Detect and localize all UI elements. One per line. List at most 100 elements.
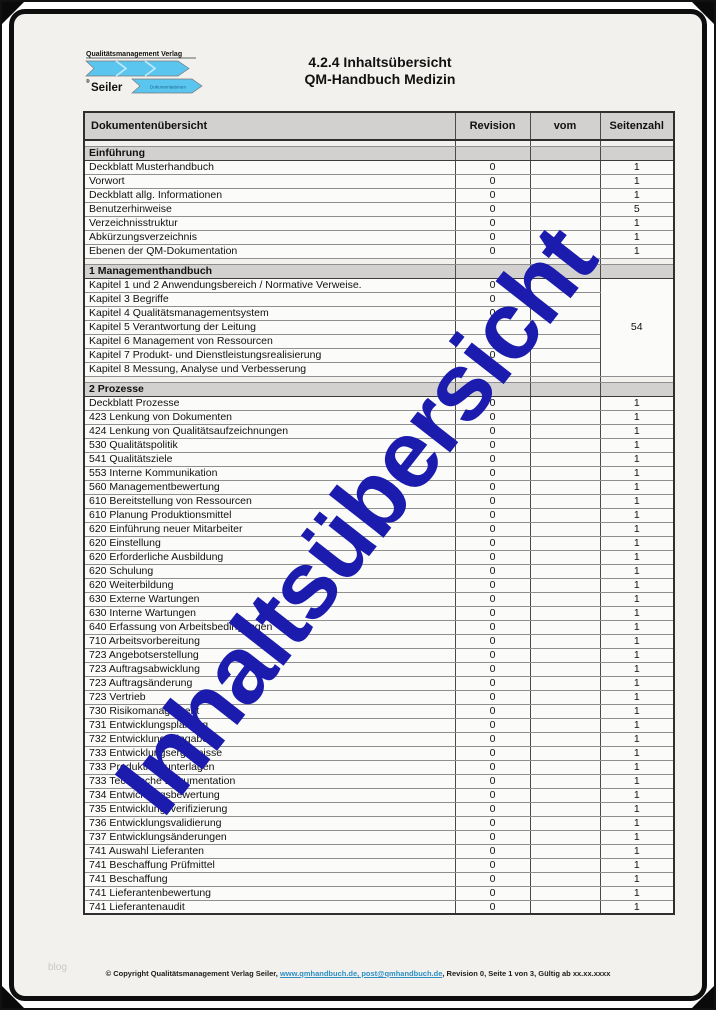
section-row: 1 Managementhandbuch: [83, 263, 675, 279]
column-header-seitenzahl: Seitenzahl: [599, 111, 675, 141]
seitenzahl-cell: 1: [599, 857, 675, 873]
table-row: Benutzerhinweise 0 5: [83, 201, 675, 217]
vom-cell: [529, 801, 601, 817]
seitenzahl-cell: 1: [599, 451, 675, 467]
column-header-vom: vom: [529, 111, 601, 141]
vom-cell: [529, 717, 601, 733]
column-header-revision: Revision: [454, 111, 531, 141]
seitenzahl-cell: 1: [599, 843, 675, 859]
revision-cell: 0: [454, 605, 531, 621]
seitenzahl-cell: 1: [599, 493, 675, 509]
doc-name-cell: Kapitel 8 Messung, Analyse und Verbesser…: [83, 361, 456, 377]
revision-cell: 0: [454, 423, 531, 439]
doc-table-body: Einführung Deckblatt Musterhandbuch 0 1 Vorw…: [83, 139, 675, 915]
seitenzahl-cell: 1: [599, 647, 675, 663]
seitenzahl-cell: 5: [599, 201, 675, 217]
doc-name-cell: Kapitel 4 Qualitätsmanagementsystem: [83, 305, 456, 321]
table-row: 741 Lieferantenaudit 0 1: [83, 899, 675, 915]
revision-cell: 0: [454, 215, 531, 231]
doc-name-cell: 560 Managementbewertung: [83, 479, 456, 495]
footer-link[interactable]: www.qmhandbuch.de, post@qmhandbuch.de: [279, 969, 443, 978]
seitenzahl-cell: 1: [599, 605, 675, 621]
vom-cell: [529, 479, 601, 495]
table-row: 723 Vertrieb 0 1: [83, 689, 675, 705]
table-row: 723 Auftragsänderung 0 1: [83, 675, 675, 691]
vom-cell: [529, 201, 601, 217]
vom-cell: [529, 549, 601, 565]
vom-cell: [529, 857, 601, 873]
seitenzahl-cell: 1: [599, 717, 675, 733]
vom-cell: [529, 605, 601, 621]
doc-name-cell: 530 Qualitätspolitik: [83, 437, 456, 453]
vom-cell: [529, 291, 601, 307]
vom-cell: [529, 647, 601, 663]
logo-line1-text: Qualitätsmanagement Verlag: [86, 51, 182, 58]
table-row: 723 Auftragsabwicklung 0 1: [83, 661, 675, 677]
company-logo: Qualitätsmanagement Verlag ® Seiler Doku…: [84, 46, 214, 96]
seitenzahl-cell: 1: [599, 159, 675, 175]
vom-cell: [529, 661, 601, 677]
doc-name-cell: 620 Einstellung: [83, 535, 456, 551]
footer-prefix: © Copyright Qualitätsmanagement Verlag S…: [105, 969, 280, 978]
table-row: 736 Entwicklungsvalidierung 0 1: [83, 815, 675, 831]
doc-name-cell: Deckblatt allg. Informationen: [83, 187, 456, 203]
doc-name-cell: 723 Vertrieb: [83, 689, 456, 705]
table-row: Vorwort 0 1: [83, 173, 675, 189]
revision-cell: 0: [454, 675, 531, 691]
table-row: Abkürzungsverzeichnis 0 1: [83, 229, 675, 245]
seitenzahl-cell: 1: [599, 731, 675, 747]
section-title: 1 Managementhandbuch: [83, 263, 456, 279]
table-row: 423 Lenkung von Dokumenten 0 1: [83, 409, 675, 425]
vom-cell: [529, 305, 601, 321]
revision-cell: 0: [454, 745, 531, 761]
table-row: Kapitel 3 Begriffe 0: [83, 291, 674, 307]
revision-cell: 0: [454, 773, 531, 789]
seitenzahl-cell: 1: [599, 871, 675, 887]
table-row: 630 Interne Wartungen 0 1: [83, 605, 675, 621]
seitenzahl-cell: 1: [599, 675, 675, 691]
footer-suffix: , Revision 0, Seite 1 von 3, Gültig ab x…: [442, 969, 611, 978]
table-row: 620 Einführung neuer Mitarbeiter 0 1: [83, 521, 675, 537]
doc-name-cell: Kapitel 5 Verantwortung der Leitung: [83, 319, 456, 335]
seitenzahl-cell: 1: [599, 215, 675, 231]
table-row: 620 Erforderliche Ausbildung 0 1: [83, 549, 675, 565]
seitenzahl-cell: 1: [599, 423, 675, 439]
vom-cell: [529, 675, 601, 691]
vom-cell: [529, 787, 601, 803]
doc-name-cell: 733 Technische Dokumentation: [83, 773, 456, 789]
table-row: 530 Qualitätspolitik 0 1: [83, 437, 675, 453]
seitenzahl-cell: 1: [599, 229, 675, 245]
seitenzahl-cell: 1: [599, 661, 675, 677]
revision-cell: 0: [454, 899, 531, 915]
seitenzahl-merged-cell: 54: [599, 277, 675, 377]
revision-cell: 0: [454, 361, 531, 377]
doc-name-cell: Deckblatt Prozesse: [83, 395, 456, 411]
vom-cell: [529, 885, 601, 901]
doc-name-cell: Kapitel 6 Management von Ressourcen: [83, 333, 456, 349]
revision-cell: 0: [454, 577, 531, 593]
doc-name-cell: 733 Entwicklungsergebnisse: [83, 745, 456, 761]
revision-cell: 0: [454, 493, 531, 509]
seitenzahl-cell: 1: [599, 465, 675, 481]
revision-cell: 0: [454, 633, 531, 649]
table-row: 741 Beschaffung Prüfmittel 0 1: [83, 857, 675, 873]
seitenzahl-cell: 1: [599, 535, 675, 551]
vom-cell: [529, 395, 601, 411]
doc-name-cell: Abkürzungsverzeichnis: [83, 229, 456, 245]
section-empty-cell: [599, 263, 675, 279]
table-header-row: Dokumentenübersicht Revision vom Seitenz…: [83, 111, 675, 141]
seitenzahl-cell: 1: [599, 187, 675, 203]
doc-name-cell: 710 Arbeitsvorbereitung: [83, 633, 456, 649]
revision-cell: 0: [454, 843, 531, 859]
table-row: 733 Produktionsunterlagen 0 1: [83, 759, 675, 775]
vom-cell: [529, 277, 601, 293]
doc-name-cell: 736 Entwicklungsvalidierung: [83, 815, 456, 831]
seitenzahl-cell: 1: [599, 899, 675, 915]
section-row: Einführung: [83, 145, 675, 161]
table-row: 741 Lieferantenbewertung 0 1: [83, 885, 675, 901]
page-title-line2: QM-Handbuch Medizin: [304, 71, 456, 87]
doc-name-cell: Deckblatt Musterhandbuch: [83, 159, 456, 175]
seitenzahl-cell: 1: [599, 437, 675, 453]
section-title: 2 Prozesse: [83, 381, 456, 397]
revision-cell: 0: [454, 759, 531, 775]
